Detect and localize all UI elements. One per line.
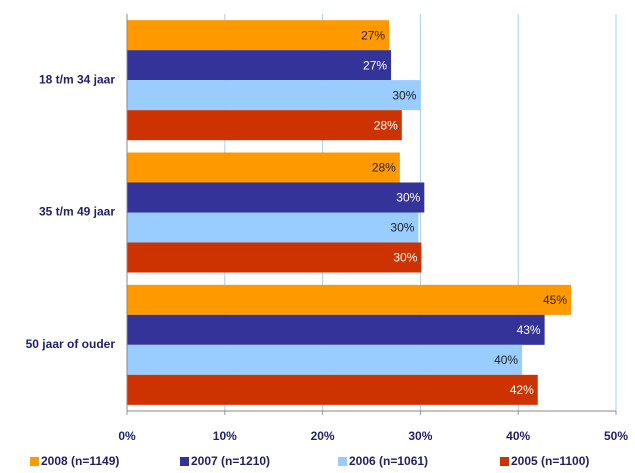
x-tick-label: 20% (311, 429, 335, 443)
data-label: 42% (510, 383, 534, 397)
legend-label: 2005 (n=1100) (511, 454, 589, 468)
data-label: 30% (396, 191, 420, 205)
bar (127, 314, 545, 345)
legend-label: 2008 (n=1149) (41, 454, 119, 468)
data-label: 40% (494, 353, 518, 367)
y-tick-label: 18 t/m 34 jaar (39, 72, 115, 86)
bar (127, 242, 422, 273)
bar (127, 20, 390, 51)
data-label: 30% (393, 251, 417, 265)
data-label: 27% (363, 58, 387, 72)
bar (127, 80, 421, 111)
data-label: 28% (372, 161, 396, 175)
bar (127, 152, 400, 183)
legend-label: 2006 (n=1061) (349, 454, 428, 468)
data-label: 45% (543, 293, 567, 307)
x-tick-label: 30% (408, 429, 432, 443)
legend-swatch (30, 457, 39, 466)
data-label: 30% (390, 221, 414, 235)
bar (127, 50, 392, 81)
y-tick-label: 35 t/m 49 jaar (39, 205, 115, 219)
legend-swatch (500, 457, 509, 466)
legend-swatch (338, 457, 347, 466)
bar (127, 374, 538, 405)
bar (127, 284, 572, 315)
bar (127, 110, 402, 141)
data-label: 30% (392, 88, 416, 102)
data-label: 27% (361, 28, 385, 42)
x-tick-label: 40% (506, 429, 530, 443)
x-tick-label: 10% (213, 429, 237, 443)
x-tick-label: 0% (118, 429, 136, 443)
data-label: 43% (517, 323, 541, 337)
data-label: 28% (374, 118, 398, 132)
bar (127, 182, 425, 213)
bar (127, 212, 419, 243)
x-tick-label: 50% (604, 429, 628, 443)
legend-swatch (180, 457, 189, 466)
y-tick-label: 50 jaar of ouder (26, 337, 116, 351)
bar (127, 344, 523, 375)
legend-label: 2007 (n=1210) (191, 454, 270, 468)
